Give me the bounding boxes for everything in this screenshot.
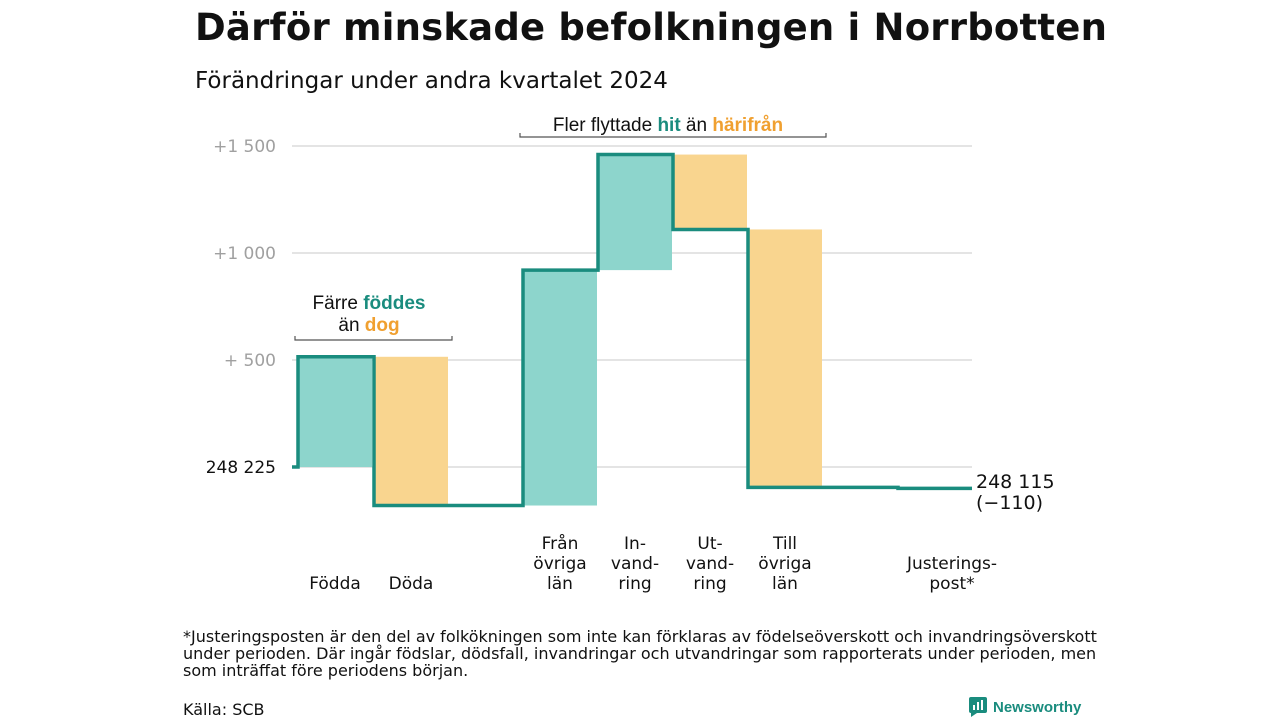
category-label: län (772, 574, 798, 594)
category-label: ring (693, 574, 726, 594)
category-label: post* (929, 574, 974, 594)
bar-invandring (598, 154, 672, 271)
chart-subtitle: Förändringar under andra kvartalet 2024 (195, 68, 668, 94)
annotation-part: Fler flyttade (553, 115, 658, 136)
running-total-line (292, 152, 972, 508)
category-label: Döda (389, 574, 434, 594)
annotation-part: hit (657, 115, 681, 136)
category-label: Ut- (697, 534, 722, 554)
y-tick-label: +1 000 (213, 244, 276, 264)
annotation-part: härifrån (712, 115, 783, 136)
source-note: Källa: SCB (183, 700, 265, 719)
y-tick-label: +1 500 (213, 137, 276, 157)
bar-födda (298, 356, 372, 467)
category-label: Till (772, 534, 797, 554)
births-deaths-note-line-1: Färre föddes (313, 293, 426, 314)
category-label: ring (618, 574, 651, 594)
y-tick-label: + 500 (224, 351, 276, 371)
waterfall-chart: 248 225+ 500+1 000+1 500 Födda DödaFrånöv… (206, 115, 1055, 594)
label-layer: Födda DödaFrånövrigalänIn-vand-ringUt-van… (309, 471, 1054, 594)
category-label: vand- (686, 554, 734, 574)
migration-bracket (519, 133, 827, 138)
category-label: Födda (309, 574, 361, 594)
line-layer (292, 152, 972, 508)
newsworthy-logo-icon (969, 697, 987, 717)
category-label: Från (542, 533, 579, 554)
category-label: län (547, 574, 573, 594)
births-deaths-bracket (294, 336, 453, 341)
chart-title: Därför minskade befolkningen i Norrbotte… (195, 6, 1108, 49)
brand-logo: Newsworthy (969, 697, 1081, 717)
bar-från-övriga-län (523, 270, 597, 506)
annotation-part: än (338, 315, 364, 336)
footnote: *Justeringsposten är den del av folkökni… (183, 627, 1097, 680)
end-value-label: 248 115 (976, 471, 1055, 493)
annotation-part: föddes (363, 293, 425, 314)
net-change-label: (−110) (976, 492, 1043, 514)
births-deaths-note-line-2: än dog (338, 315, 399, 336)
bar-döda (374, 356, 448, 506)
migration-note-line-1: Fler flyttade hit än härifrån (553, 115, 783, 136)
annotation-part: dog (365, 315, 400, 336)
brand-name: Newsworthy (993, 698, 1082, 716)
bar-utvandring (673, 154, 747, 230)
y-tick-label: 248 225 (206, 458, 276, 478)
category-label: In- (624, 534, 646, 554)
annotation-part: än (681, 115, 713, 136)
category-label: övriga (533, 554, 586, 574)
bar-till-övriga-län (748, 229, 822, 488)
category-label: Justerings- (906, 554, 997, 574)
category-label: vand- (611, 554, 659, 574)
bar-layer (298, 154, 972, 506)
category-label: övriga (758, 554, 811, 574)
annotation-part: Färre (313, 293, 364, 314)
